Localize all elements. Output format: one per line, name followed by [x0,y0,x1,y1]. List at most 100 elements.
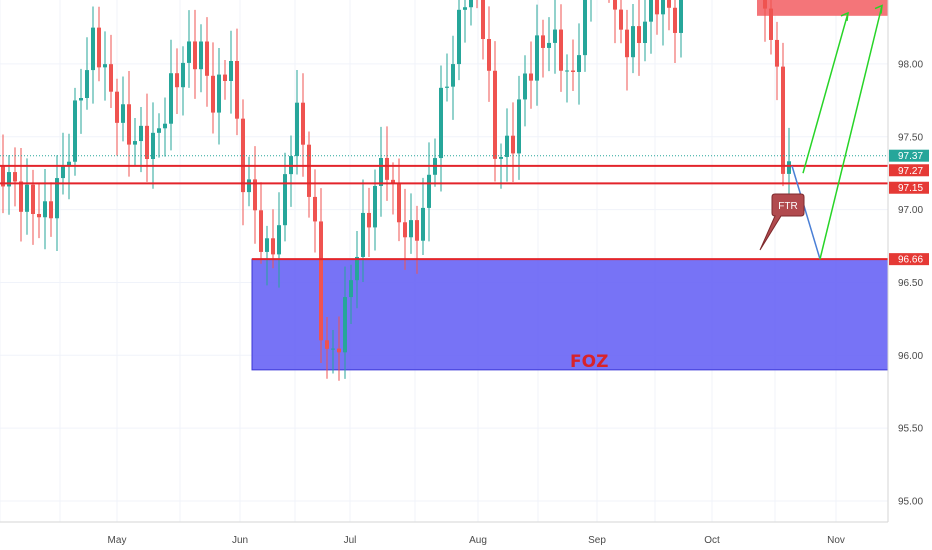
candle-body [337,348,341,353]
candle-body [655,0,659,15]
candle-body [49,201,53,219]
candle-body [613,0,617,10]
candle-body [79,97,83,101]
candle-body [541,35,545,48]
candle-body [235,61,239,119]
x-tick-label: Nov [827,535,845,546]
candle-body [409,220,413,238]
candle-body [319,221,323,341]
candle-body [781,66,785,174]
candle-body [343,297,347,353]
candle-body [313,196,317,222]
candle-body [163,123,167,129]
candle-body [385,157,389,180]
candle-body [25,184,29,212]
candle-body [439,87,443,159]
candle-body [499,156,503,159]
candle-body [295,102,299,157]
y-tick-label: 95.00 [898,497,923,508]
candle-body [481,0,485,40]
candle-body [265,238,269,252]
candle-body [493,70,497,159]
candle-body [421,207,425,241]
candle-body [103,64,107,68]
candle-body [109,64,113,92]
candle-body [445,86,449,88]
projection-up-arrow [819,5,883,260]
candle-body [553,29,557,43]
candle-body [175,73,179,88]
candle-body [133,141,137,145]
candle-body [457,9,461,65]
candle-body [307,144,311,197]
candle-body [271,238,275,255]
candle-body [517,99,521,154]
candle-body [169,73,173,124]
candle-body [37,213,41,218]
candle-body [13,172,17,182]
candle-body [121,104,125,123]
candle-body [151,132,155,160]
candle-body [565,70,569,72]
candle-body [379,157,383,186]
price-tag-label: 97.27 [898,166,923,177]
candle-body [187,41,191,63]
price-tag-box [889,253,929,266]
x-tick-label: Sep [588,535,606,546]
candle-body [673,7,677,33]
candle-body [367,212,371,228]
candle-body [355,256,359,281]
x-tick-label: Jun [232,535,248,546]
time-axis: May Jun Jul Aug Sep Oct Nov [0,521,888,546]
zones [251,0,889,371]
candle-body [505,135,509,157]
candle-body [667,0,671,8]
candle-body [487,39,491,71]
candle-body [661,0,665,15]
candle-body [511,135,515,154]
projection-up-arrow [802,12,849,174]
candle-body [211,75,215,113]
support-resistance-lines [0,155,888,261]
candle-body [61,166,65,179]
price-tag-box [889,181,929,194]
price-axis: 95.0095.5096.0096.5097.0097.5098.0098.50… [887,0,923,522]
candle-body [19,181,23,212]
candle-body [73,100,77,162]
candle-body [547,42,551,48]
y-tick-label: 97.00 [898,205,923,216]
candle-body [127,104,131,145]
candle-body [679,0,683,33]
candle-body [523,73,527,100]
candle-body [349,280,353,298]
candle-body [469,0,473,8]
candle-body [31,184,35,214]
candle-body [637,26,641,43]
candle-body [115,91,119,123]
candle-body [325,340,329,349]
projection-arrows [791,4,883,260]
candle-body [451,64,455,87]
candle-body [535,35,539,81]
y-tick-label: 96.50 [898,278,923,289]
x-tick-label: May [108,535,127,546]
price-tags: 97.37 97.27 97.15 96.66 [889,149,929,266]
ftr-label: FTR [778,201,797,212]
candle-body [403,222,407,238]
candle-body [763,0,767,9]
y-tick-label: 95.50 [898,424,923,435]
x-tick-label: Aug [469,535,487,546]
candle-body [205,41,209,76]
price-tag-box [889,164,929,177]
price-tag-label: 97.37 [898,151,923,162]
candle-body [91,27,95,71]
candle-body [283,174,287,226]
candle-body [7,172,11,187]
candle-body [181,62,185,88]
candle-body [397,182,401,223]
candle-body [1,165,5,187]
y-tick-label: 98.00 [898,59,923,70]
candle-body [427,174,431,208]
candle-body [139,125,143,142]
